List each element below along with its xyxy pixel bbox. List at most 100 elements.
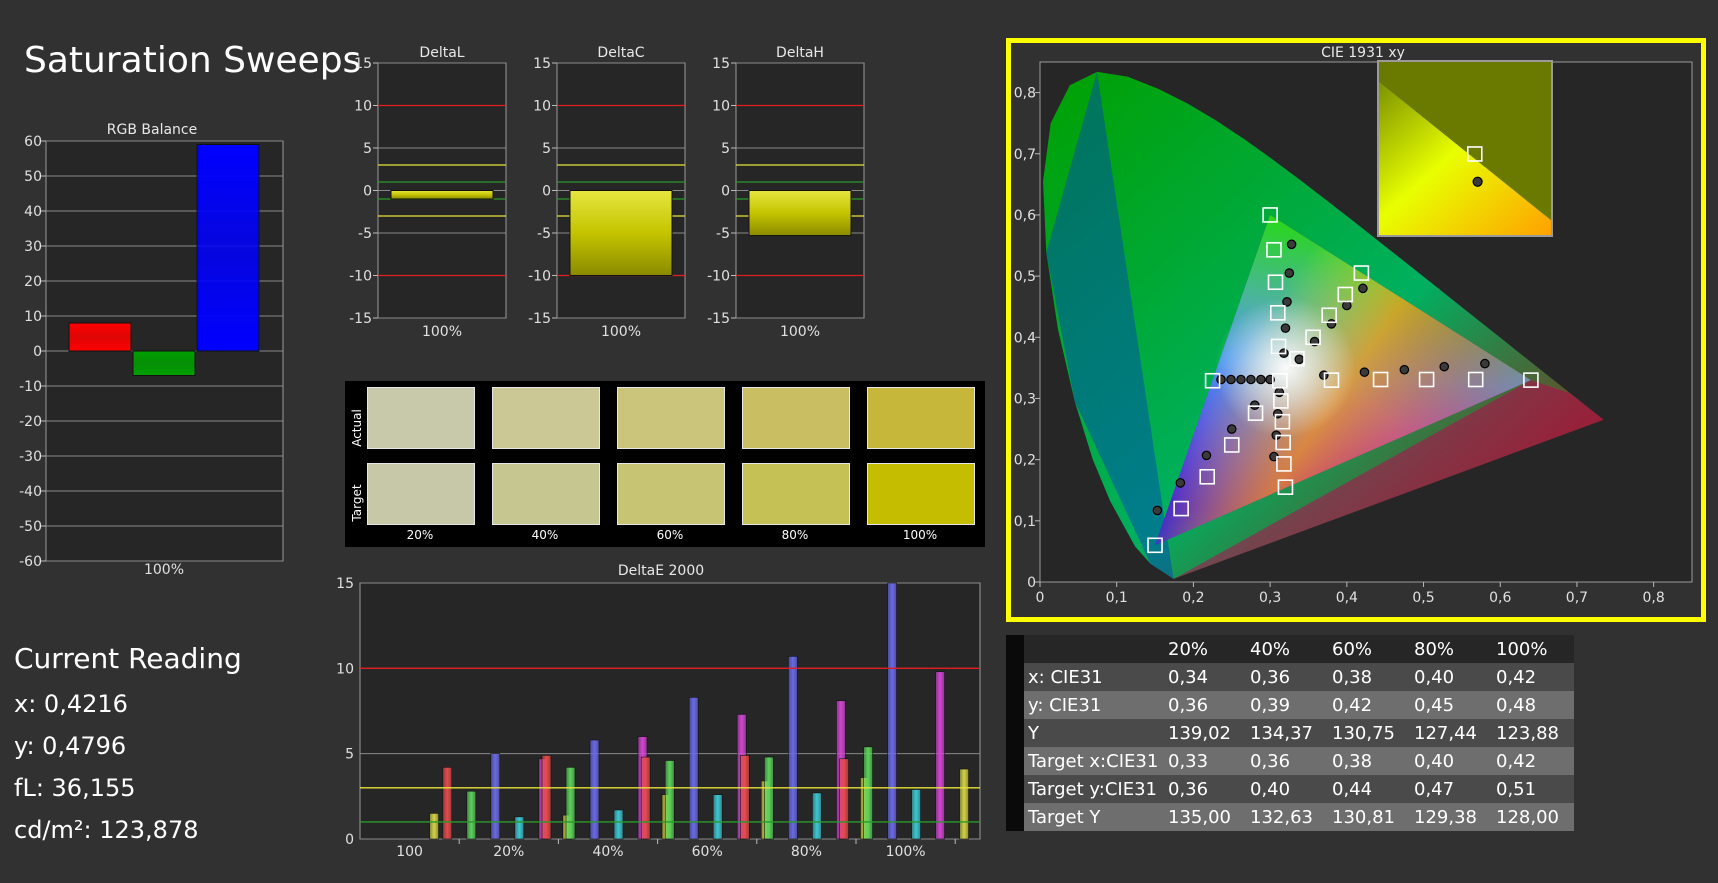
table-cell: 0,42 (1492, 747, 1574, 775)
deltae-x-ticks: 100 20% 40% 60% 80% 100% (396, 839, 956, 858)
table-cell: 130,75 (1328, 719, 1410, 747)
actual-row-label: Actual (350, 409, 364, 447)
deltae-bar-green (664, 760, 675, 840)
deltae-bar-green (764, 756, 774, 840)
target-marker (1262, 207, 1278, 223)
delta-title: DeltaC (597, 45, 644, 61)
delta-y-tick-label: -10 (528, 269, 551, 285)
table-cell: 129,38 (1410, 803, 1492, 831)
measured-point (1256, 374, 1266, 385)
table-cell: 0,40 (1246, 775, 1328, 803)
table-cell: 0,47 (1410, 775, 1492, 803)
cie-x-tick-label: 0,2 (1182, 590, 1204, 606)
deltae-bar-red (740, 755, 750, 840)
table-row: Target Y 135,00 132,63 130,81 129,38 128,00 (1006, 803, 1574, 831)
deltae-x-tick-label: 40% (592, 844, 623, 858)
target-swatch (617, 463, 725, 525)
locus-blue-tint (1046, 71, 1174, 579)
delta-title: DeltaL (419, 45, 464, 61)
delta-y-tick-label: -5 (537, 226, 551, 242)
inset-gradient (1378, 81, 1552, 236)
cie-x-tick-label: 0,3 (1259, 590, 1281, 606)
deltae-bar-green (565, 767, 576, 840)
deltae-bar-cyan (514, 816, 525, 840)
deltae-bar-magenta (935, 671, 945, 840)
locus-purple-tint (1173, 380, 1604, 579)
delta-bar (748, 190, 852, 237)
target-marker (1372, 371, 1389, 388)
deltae-bar-red (541, 755, 552, 840)
measured-point (1342, 300, 1352, 311)
target-marker (1277, 479, 1294, 495)
delta-y-tick-label: 10 (533, 99, 551, 115)
cie-table: 20% 40% 60% 80% 100% x: CIE31 0,34 0,36 0,38 0,40… (1006, 635, 1574, 831)
swatch-label: 80% (781, 528, 809, 542)
table-cell: 0,36 (1164, 775, 1246, 803)
inset-target-marker (1466, 146, 1483, 162)
table-row: Y 139,02 134,37 130,75 127,44 123,88 (1006, 719, 1574, 747)
swatch-panel: Actual Target 20% 40% 60% 80% 100% (345, 381, 985, 547)
table-row: Target x:CIE31 0,33 0,36 0,38 0,40 0,42 (1006, 747, 1574, 775)
rgb-y-tick-label: 20 (24, 274, 42, 290)
table-row-label: Y (1006, 719, 1164, 747)
actual-swatch (492, 387, 600, 449)
delta-y-tick-label: 5 (363, 141, 372, 157)
cie-y-tick-label: 0,4 (1014, 330, 1036, 346)
delta-y-tick-label: -10 (707, 269, 730, 285)
inset-frame (1377, 60, 1553, 237)
table-row-label: Target y:CIE31 (1006, 775, 1164, 803)
measured-point (1226, 424, 1237, 434)
deltae-bar-cyan (812, 792, 822, 840)
cie-table-wrap: 20% 40% 60% 80% 100% x: CIE31 0,34 0,36 0,38 0,40… (1006, 635, 1574, 831)
cie-x-tick-label: 0,4 (1336, 590, 1358, 606)
actual-swatch (617, 387, 725, 449)
cie-x-tick-label: 0,1 (1106, 590, 1128, 606)
table-row-label: Target x:CIE31 (1006, 747, 1164, 775)
rgb-balance-x-tick: 100% (144, 562, 184, 578)
deltae-x-tick-label: 60% (692, 844, 723, 858)
cie-y-ticks: 0,8 0,7 0,6 0,5 0,4 0,3 0,2 0,1 0 (1014, 86, 1040, 591)
rgb-y-tick-label: 30 (24, 239, 42, 255)
current-cdm2: cd/m²: 123,878 (14, 816, 199, 844)
deltae-y-ticks: 15 10 5 0 (336, 576, 354, 848)
target-marker (1147, 537, 1163, 554)
actual-swatch (367, 387, 475, 449)
target-swatch (742, 463, 850, 525)
deltae-bar-green (466, 790, 477, 840)
target-marker (1273, 393, 1289, 409)
deltae-x-tick-label: 20% (493, 844, 524, 858)
rgb-bar-green (132, 350, 196, 376)
rgb-y-tick-label: -10 (19, 379, 42, 395)
deltae-bar-cyan (712, 794, 723, 840)
table-cell: 127,44 (1410, 719, 1492, 747)
measured-point (1152, 505, 1163, 516)
target-marker (1269, 305, 1286, 321)
current-y: y: 0,4796 (14, 732, 127, 760)
delta-bar (569, 190, 673, 276)
delta-c-chart: DeltaC 15 10 5 0 -5 -10 -15 100% (528, 45, 686, 340)
table-cell: 128,00 (1492, 803, 1574, 831)
table-cell: 132,63 (1246, 803, 1328, 831)
swatch-label: 40% (531, 528, 559, 542)
rgb-y-tick-label: 50 (24, 169, 42, 185)
deltae-bar-yellow (429, 813, 439, 840)
cie-y-tick-label: 0,8 (1014, 86, 1036, 102)
delta-y-tick-label: -5 (358, 226, 372, 242)
delta-y-tick-label: 10 (712, 99, 730, 115)
measured-point (1286, 239, 1297, 250)
cie-title: CIE 1931 xy (1321, 45, 1405, 61)
measured-point (1480, 358, 1490, 369)
target-marker (1173, 500, 1189, 517)
delta-charts: DeltaL 15 10 5 0 -5 -10 -15 100% DeltaC 15 10 5 0 -5 -… (349, 45, 865, 340)
target-label-wrap: Target (347, 478, 367, 530)
measured-point (1359, 367, 1370, 377)
deltae-x-tick-label: 100 (396, 844, 423, 858)
deltae-x-tick-label: 100% (886, 844, 926, 858)
table-cell: 0,34 (1164, 663, 1246, 691)
target-marker (1337, 286, 1354, 303)
measured-point (1216, 374, 1226, 385)
measured-point (1249, 400, 1260, 410)
swatch-label: 20% (406, 528, 434, 542)
rgb-y-tick-label: -60 (19, 554, 42, 570)
current-reading-heading: Current Reading (14, 642, 242, 675)
